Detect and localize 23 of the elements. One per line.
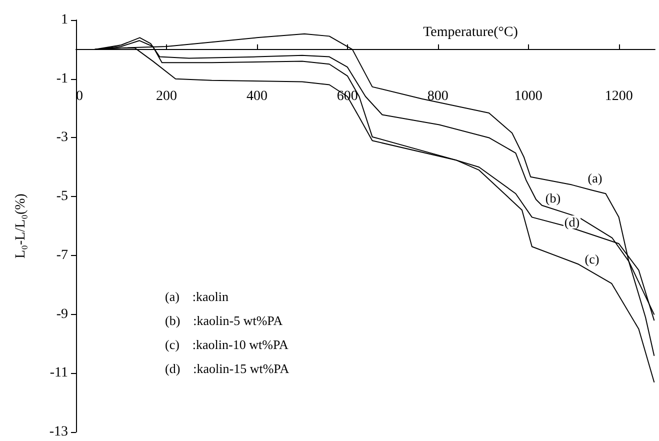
x-tick-label: 800 <box>427 88 448 104</box>
annotation: (d) :kaolin-15 wt%PA <box>165 361 290 376</box>
y-tick-label: -1 <box>56 71 68 86</box>
annotation: (a) :kaolin <box>165 289 230 304</box>
y-tick-label: -11 <box>50 366 68 381</box>
x-tick-label: 1200 <box>604 88 633 104</box>
x-axis-title: Temperature(°C) <box>423 24 518 40</box>
annotation: (b) :kaolin-5 wt%PA <box>165 313 284 328</box>
annotation: (c) <box>584 252 600 266</box>
annotation: (b) <box>545 190 561 206</box>
y-tick-label: -13 <box>49 424 68 440</box>
y-tick-label: 1 <box>61 12 68 28</box>
y-tick-label: -9 <box>56 306 68 322</box>
x-tick-label: 1000 <box>514 88 542 104</box>
y-tick-label: -7 <box>56 248 68 263</box>
y-tick-label: -3 <box>56 130 68 146</box>
annotation: (c) :kaolin-10 wt%PA <box>165 337 289 352</box>
y-axis-title: L₀-L/L₀(%) <box>14 193 28 258</box>
x-tick-label: 200 <box>156 88 177 104</box>
annotation: (d) <box>564 214 580 230</box>
x-tick-label: 400 <box>246 88 268 104</box>
y-tick-label: -5 <box>56 189 68 204</box>
annotation: (a) <box>588 170 602 186</box>
